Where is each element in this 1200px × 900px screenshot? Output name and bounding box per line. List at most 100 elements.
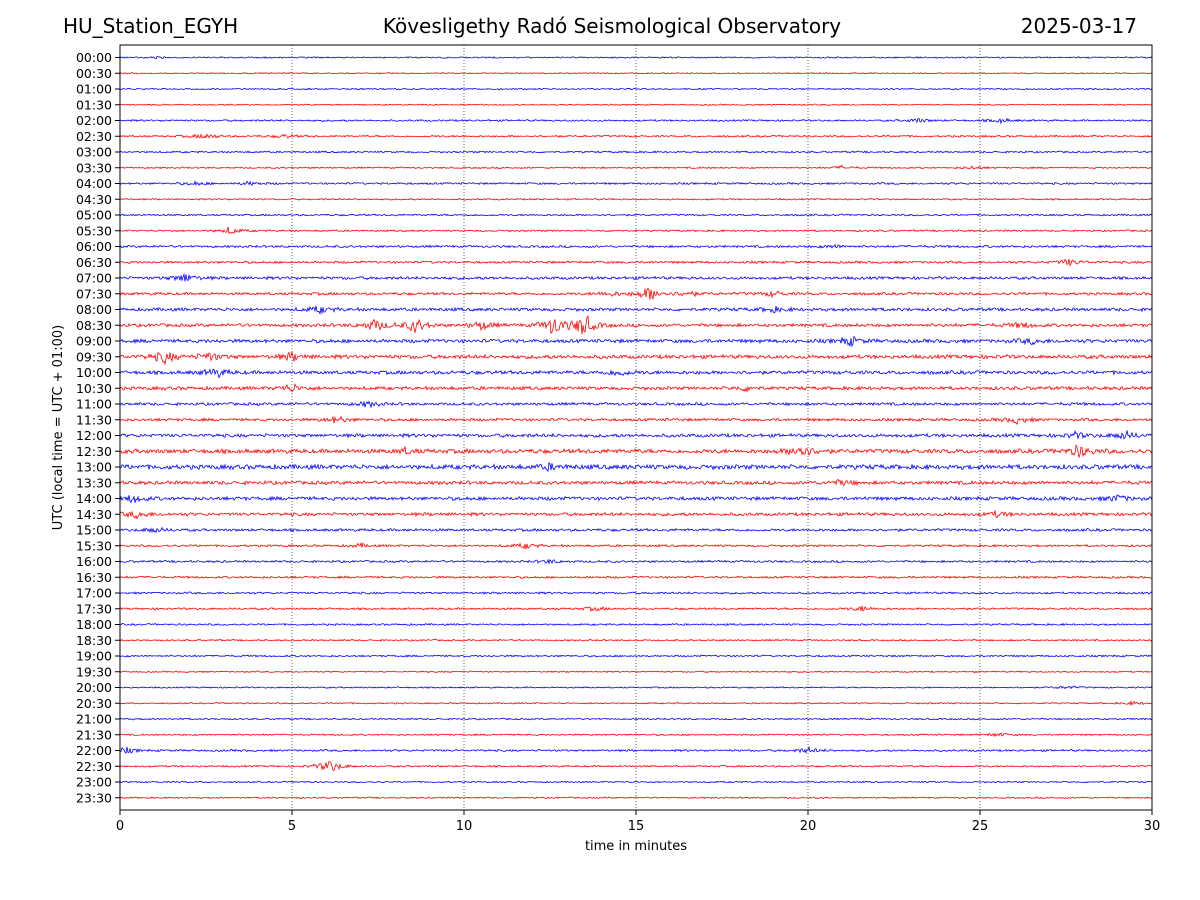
trace-2130 xyxy=(119,732,1153,738)
vertical-gridlines xyxy=(291,45,981,810)
trace-1930 xyxy=(119,670,1153,674)
trace-1230 xyxy=(119,444,1153,459)
y-tick-label: 10:00 xyxy=(76,365,112,380)
trace-2330 xyxy=(119,796,1153,800)
seismogram-traces xyxy=(119,55,1153,800)
y-tick-label: 06:30 xyxy=(76,255,112,270)
x-axis-ticks: 0 5 10 15 20 25 30 xyxy=(116,810,1160,834)
trace-0000 xyxy=(119,55,1153,60)
y-tick-label: 03:30 xyxy=(76,160,112,175)
y-tick-label: 20:30 xyxy=(76,696,112,711)
y-axis-label: UTC (local time = UTC + 01:00) xyxy=(51,325,66,530)
y-tick-label: 08:30 xyxy=(76,318,112,333)
trace-1000 xyxy=(119,368,1153,379)
y-tick-label: 14:30 xyxy=(76,507,112,522)
trace-0030 xyxy=(119,72,1153,75)
trace-0300 xyxy=(119,150,1153,154)
trace-2100 xyxy=(119,717,1153,721)
trace-0900 xyxy=(119,335,1153,348)
trace-0100 xyxy=(119,87,1153,91)
trace-1500 xyxy=(119,526,1153,534)
trace-0800 xyxy=(119,305,1153,315)
trace-0930 xyxy=(119,351,1153,366)
trace-0400 xyxy=(119,180,1153,187)
y-tick-label: 05:30 xyxy=(76,223,112,238)
y-tick-label: 09:30 xyxy=(76,349,112,364)
trace-1400 xyxy=(119,494,1153,503)
y-tick-label: 18:00 xyxy=(76,617,112,632)
y-tick-label: 23:30 xyxy=(76,790,112,805)
x-tick-label-25: 25 xyxy=(972,819,989,834)
trace-1030 xyxy=(119,383,1153,393)
trace-2000 xyxy=(119,685,1153,690)
y-tick-label: 16:30 xyxy=(76,570,112,585)
x-tick-label-30: 30 xyxy=(1144,819,1161,834)
record-date: 2025-03-17 xyxy=(1020,14,1137,38)
y-tick-label: 00:30 xyxy=(76,66,112,81)
y-tick-label: 07:00 xyxy=(76,271,112,286)
trace-0430 xyxy=(119,197,1153,201)
trace-2200 xyxy=(119,745,1153,755)
x-tick-label-10: 10 xyxy=(456,819,473,834)
y-tick-label: 12:30 xyxy=(76,444,112,459)
observatory-title: Kövesligethy Radó Seismological Observat… xyxy=(382,14,842,38)
trace-0600 xyxy=(119,243,1153,249)
y-tick-label: 02:00 xyxy=(76,113,112,128)
trace-2030 xyxy=(119,699,1153,707)
trace-2230 xyxy=(119,761,1153,771)
y-tick-label: 21:30 xyxy=(76,727,112,742)
y-tick-label: 11:30 xyxy=(76,412,112,427)
trace-1430 xyxy=(119,510,1153,520)
trace-1630 xyxy=(119,575,1153,580)
trace-1200 xyxy=(119,430,1153,440)
y-tick-label: 19:30 xyxy=(76,664,112,679)
trace-0730 xyxy=(119,287,1153,300)
trace-1530 xyxy=(119,541,1153,550)
trace-1100 xyxy=(119,400,1153,409)
x-tick-label-5: 5 xyxy=(288,819,296,834)
y-tick-label: 07:30 xyxy=(76,286,112,301)
y-tick-label: 17:30 xyxy=(76,601,112,616)
y-tick-label: 05:00 xyxy=(76,208,112,223)
trace-1830 xyxy=(119,638,1153,642)
x-tick-label-0: 0 xyxy=(116,819,124,834)
x-axis-label: time in minutes xyxy=(585,839,687,854)
y-tick-label: 06:00 xyxy=(76,239,112,254)
y-tick-label: 04:00 xyxy=(76,176,112,191)
trace-1600 xyxy=(119,558,1153,565)
y-tick-label: 16:00 xyxy=(76,554,112,569)
trace-0500 xyxy=(119,213,1153,217)
trace-1700 xyxy=(119,591,1153,595)
y-tick-label: 17:00 xyxy=(76,586,112,601)
trace-0330 xyxy=(119,164,1153,170)
y-axis-ticks: 00:0000:3001:0001:3002:0002:3003:0003:30… xyxy=(76,50,120,805)
trace-0700 xyxy=(119,272,1153,282)
y-tick-label: 13:00 xyxy=(76,460,112,475)
trace-1730 xyxy=(119,605,1153,613)
trace-0830 xyxy=(119,315,1153,335)
trace-0630 xyxy=(119,258,1153,267)
y-tick-label: 08:00 xyxy=(76,302,112,317)
y-tick-label: 22:00 xyxy=(76,743,112,758)
y-tick-label: 04:30 xyxy=(76,192,112,207)
y-tick-label: 15:00 xyxy=(76,523,112,538)
y-tick-label: 13:30 xyxy=(76,475,112,490)
y-tick-label: 01:30 xyxy=(76,97,112,112)
y-tick-label: 18:30 xyxy=(76,633,112,648)
y-tick-label: 09:00 xyxy=(76,334,112,349)
trace-1800 xyxy=(119,622,1153,627)
y-tick-label: 03:00 xyxy=(76,145,112,160)
trace-1330 xyxy=(119,478,1153,487)
station-name: HU_Station_EGYH xyxy=(63,14,239,38)
y-tick-label: 00:00 xyxy=(76,50,112,65)
x-tick-label-20: 20 xyxy=(800,819,817,834)
y-tick-label: 12:00 xyxy=(76,428,112,443)
y-tick-label: 19:00 xyxy=(76,649,112,664)
y-tick-label: 15:30 xyxy=(76,538,112,553)
y-tick-label: 01:00 xyxy=(76,82,112,97)
trace-1130 xyxy=(119,415,1153,426)
y-tick-label: 02:30 xyxy=(76,129,112,144)
trace-0530 xyxy=(119,226,1153,234)
y-tick-label: 11:00 xyxy=(76,397,112,412)
